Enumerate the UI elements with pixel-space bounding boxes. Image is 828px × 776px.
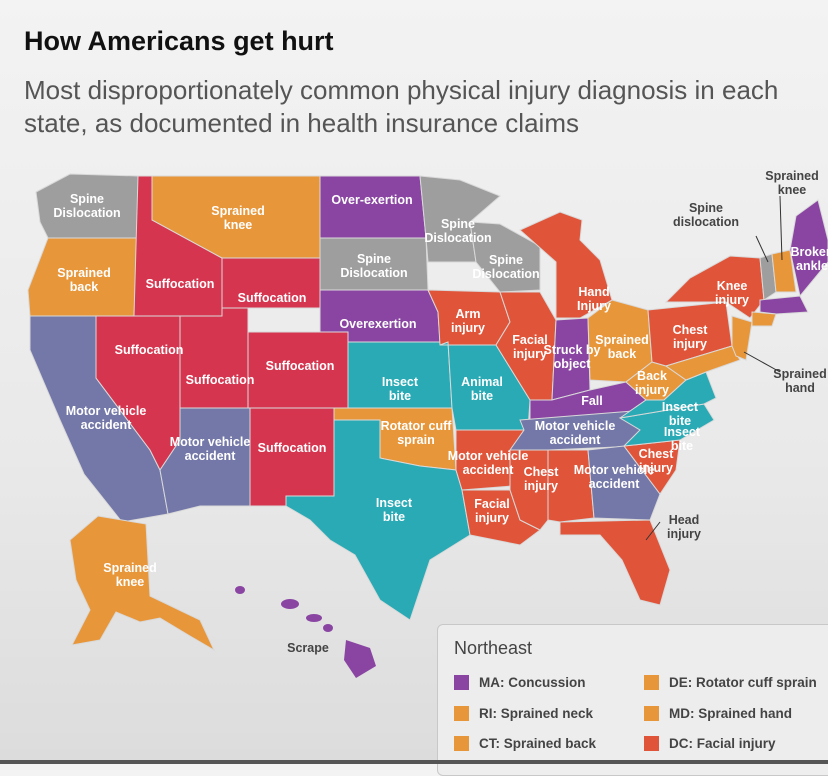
legend-swatch: [454, 675, 469, 690]
legend-swatch: [644, 736, 659, 751]
label-alaska: Sprained knee: [103, 561, 157, 589]
state-connecticut: [751, 311, 777, 327]
state-georgia: [587, 445, 661, 521]
label-michigan: Hand Injury: [577, 285, 611, 313]
label-florida: Head injury: [667, 513, 701, 541]
label-minnesota: Spine Dislocation: [424, 217, 491, 245]
label-new-york: Knee injury: [715, 279, 749, 307]
label-north-dakota: Over-exertion: [331, 193, 412, 207]
legend-item: DC: Facial injury: [644, 736, 776, 751]
bottom-bar: [0, 760, 828, 764]
label-arizona: Motor vehicle accident: [170, 435, 251, 463]
state-new-hampshire: [771, 249, 797, 293]
label-colorado: Suffocation: [266, 359, 335, 373]
legend-swatch: [454, 706, 469, 721]
label-kentucky: Fall: [581, 394, 603, 408]
state-massachusetts: [759, 295, 809, 315]
legend-label: MA: Concussion: [479, 675, 586, 690]
label-texas: Insect bite: [376, 496, 413, 524]
label-north-carolina: Insect bite: [664, 425, 701, 453]
label-wyoming: Suffocation: [238, 291, 307, 305]
label-illinois: Facial injury: [512, 333, 547, 361]
state-maryland: [664, 345, 741, 381]
state-michigan: [519, 211, 613, 319]
state-hawaii: [235, 586, 376, 678]
map-subtitle: Most disproportionately common physical …: [24, 75, 779, 138]
legend-item: MA: Concussion: [454, 675, 586, 690]
map-title: How Americans get hurt: [24, 26, 334, 56]
label-pennsylvania: Chest injury: [673, 323, 709, 351]
label-louisiana: Facial injury: [474, 497, 509, 525]
legend-item: CT: Sprained back: [454, 736, 596, 751]
label-ohio: Sprained back: [595, 333, 649, 361]
label-west-virginia: Back injury: [635, 369, 669, 397]
legend-label: DC: Facial injury: [669, 736, 776, 751]
legend-item: DE: Rotator cuff sprain: [644, 675, 817, 690]
label-washington: Spine Dislocation: [53, 192, 120, 220]
label-vermont: Spine dislocation: [673, 201, 739, 229]
label-iowa: Arm injury: [451, 307, 485, 335]
state-new-mexico: [249, 407, 335, 507]
state-florida: [559, 519, 671, 606]
state-utah: [179, 307, 249, 409]
state-north-dakota: [319, 175, 427, 239]
state-wisconsin: [469, 221, 541, 293]
label-south-carolina: Chest injury: [639, 447, 675, 475]
callout-lines: [645, 195, 783, 541]
label-new-hampshire: Sprained knee: [765, 169, 819, 197]
state-alaska: [69, 515, 216, 652]
label-arkansas: Motor vehicle accident: [448, 449, 529, 477]
legend-swatch: [644, 706, 659, 721]
label-oklahoma: Rotator cuff sprain: [381, 419, 453, 447]
label-new-mexico: Suffocation: [258, 441, 327, 455]
label-georgia: Motor vehicle accident: [574, 463, 655, 491]
legend-label: RI: Sprained neck: [479, 706, 594, 721]
label-idaho: Suffocation: [146, 277, 215, 291]
label-missouri: Animal bite: [461, 375, 503, 403]
label-maine: Brokenankle: [790, 245, 828, 273]
state-alabama: [547, 449, 595, 523]
legend-label: MD: Sprained hand: [669, 706, 793, 721]
label-south-dakota: Spine Dislocation: [340, 252, 407, 280]
legend-item: MD: Sprained hand: [644, 706, 792, 721]
label-new-jersey: Sprained hand: [773, 367, 827, 395]
state-texas: [285, 419, 471, 621]
label-nebraska: Overexertion: [339, 317, 416, 331]
label-utah: Suffocation: [186, 373, 255, 387]
label-wisconsin: Spine Dislocation: [472, 253, 539, 281]
label-mississippi: Chest injury: [524, 465, 560, 493]
legend-swatch: [644, 675, 659, 690]
legend-label: DE: Rotator cuff sprain: [669, 675, 817, 690]
state-virginia: [619, 371, 717, 419]
label-oregon: Sprained back: [57, 266, 111, 294]
state-new-jersey: [731, 315, 753, 361]
northeast-legend: Northeast MA: Concussion DE: Rotator cuf…: [437, 624, 828, 776]
legend-label: CT: Sprained back: [479, 736, 597, 751]
legend-item: RI: Sprained neck: [454, 706, 593, 721]
label-montana: Sprained knee: [211, 204, 265, 232]
label-hawaii: Scrape: [287, 641, 329, 655]
label-nevada: Suffocation: [115, 343, 184, 357]
label-indiana: Struck by object: [544, 343, 601, 371]
label-tennessee: Motor vehicle accident: [535, 419, 616, 447]
label-kansas: Insect bite: [382, 375, 419, 403]
legend-title: Northeast: [454, 638, 533, 658]
label-california: Motor vehicle accident: [66, 404, 147, 432]
legend-swatch: [454, 736, 469, 751]
label-virginia: Insect bite: [662, 400, 699, 428]
